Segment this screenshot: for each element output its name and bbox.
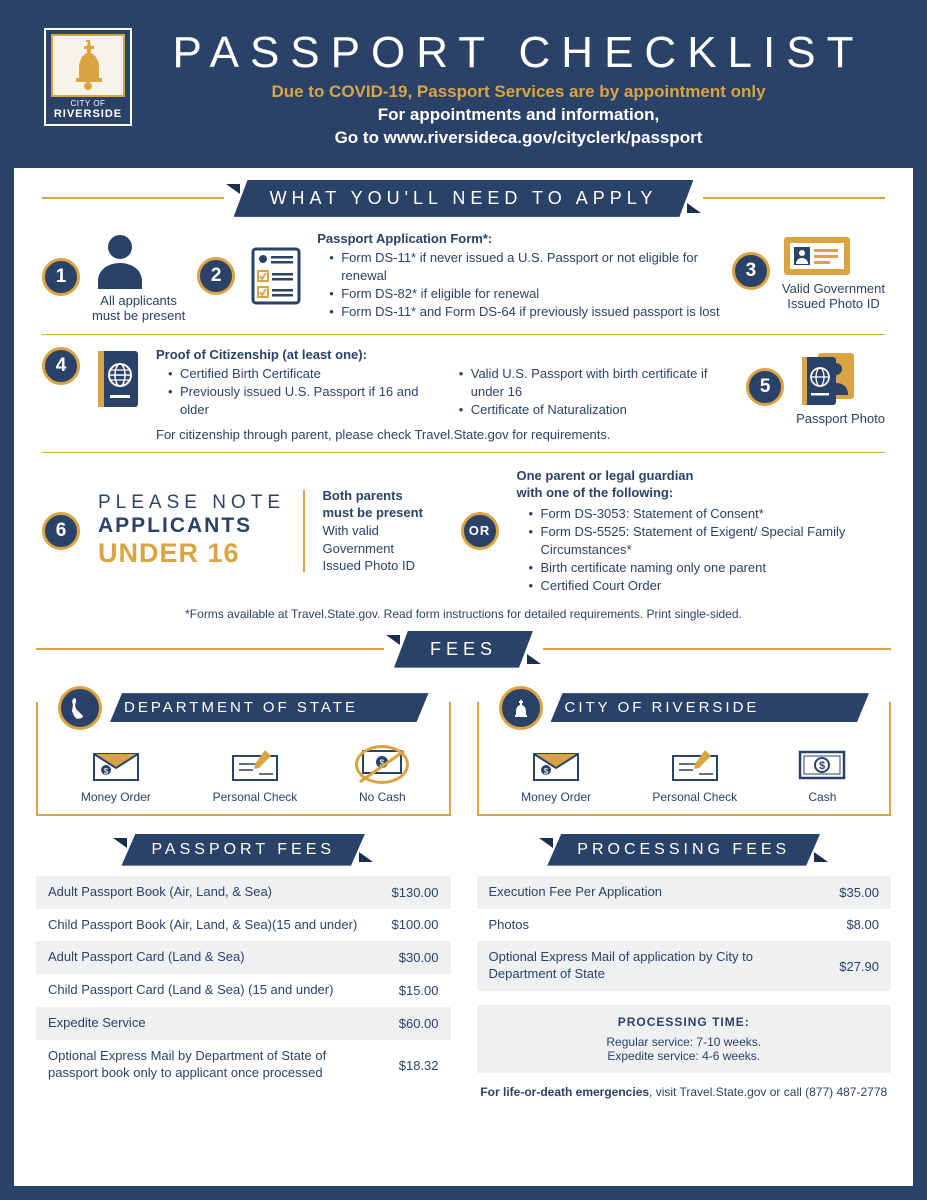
dept-of-state-column: DEPARTMENT OF STATE $ Money Order Persona… <box>36 668 451 1101</box>
subtitle-covid: Due to COVID-19, Passport Services are b… <box>154 82 883 102</box>
subtitle-info: For appointments and information,Go to w… <box>154 104 883 150</box>
passport-icon <box>94 347 142 411</box>
passport-photo-icon <box>796 347 860 411</box>
footnote: For citizenship through parent, please c… <box>156 427 732 442</box>
please-note-block: PLEASE NOTE APPLICANTS UNDER 16 <box>98 492 285 569</box>
svg-text:$: $ <box>104 767 109 776</box>
pay-label: Personal Check <box>652 790 737 804</box>
logo-text: CITY OFRIVERSIDE <box>54 99 122 120</box>
both-parents-text: Both parentsmust be presentWith validGov… <box>323 487 443 575</box>
check-icon <box>652 744 737 786</box>
svg-text:$: $ <box>544 767 549 776</box>
section-banner: WHAT YOU'LL NEED TO APPLY <box>234 180 694 217</box>
id-card-icon <box>782 231 852 281</box>
city-logo: CITY OFRIVERSIDE <box>44 28 132 126</box>
processing-fees-table: Execution Fee Per Application$35.00 Phot… <box>477 876 892 992</box>
step-number: 3 <box>732 252 770 290</box>
processing-fees-banner: PROCESSING FEES <box>547 834 820 866</box>
emergency-note: For life-or-death emergencies, visit Tra… <box>477 1085 892 1101</box>
need-to-apply-section: WHAT YOU'LL NEED TO APPLY 1 All applican… <box>14 168 913 631</box>
pay-label: Cash <box>798 790 846 804</box>
forms-footnote: *Forms available at Travel.State.gov. Re… <box>42 601 885 625</box>
fee-box-title: CITY OF RIVERSIDE <box>551 693 870 722</box>
cash-icon: $ <box>798 744 846 786</box>
step-number: 4 <box>42 347 80 385</box>
money-order-icon: $ <box>521 744 591 786</box>
bullet-list: Certified Birth CertificatePreviously is… <box>156 365 423 419</box>
pay-label: No Cash <box>359 790 406 804</box>
bullet-list: Form DS-11* if never issued a U.S. Passp… <box>317 249 720 321</box>
rule <box>703 197 885 199</box>
rule <box>42 197 224 199</box>
pay-label: Personal Check <box>213 790 298 804</box>
header: CITY OFRIVERSIDE PASSPORT CHECKLIST Due … <box>14 14 913 168</box>
processing-time-box: PROCESSING TIME: Regular service: 7-10 w… <box>477 1005 892 1073</box>
step-title: Proof of Citizenship (at least one): <box>156 347 732 362</box>
bell-icon <box>51 34 125 97</box>
pay-label: Money Order <box>81 790 151 804</box>
bullet-list: Valid U.S. Passport with birth certifica… <box>447 365 732 419</box>
california-icon <box>58 686 102 730</box>
bell-small-icon <box>499 686 543 730</box>
step-number: 1 <box>42 258 80 296</box>
fees-section: FEES DEPARTMENT OF STATE $ Money Order Pe… <box>14 631 913 1117</box>
step-title: Passport Application Form*: <box>317 231 720 246</box>
one-parent-title: One parent or legal guardianwith one of … <box>517 468 694 501</box>
check-icon <box>213 744 298 786</box>
passport-fees-table: Adult Passport Book (Air, Land, & Sea)$1… <box>36 876 451 1090</box>
person-icon <box>92 231 148 293</box>
step-number: 6 <box>42 512 80 550</box>
step-caption: Valid GovernmentIssued Photo ID <box>782 281 885 312</box>
form-icon <box>247 245 305 307</box>
city-of-riverside-column: CITY OF RIVERSIDE $ Money Order Personal … <box>477 668 892 1101</box>
page-title: PASSPORT CHECKLIST <box>154 28 883 78</box>
step-number: 2 <box>197 257 235 295</box>
page: CITY OFRIVERSIDE PASSPORT CHECKLIST Due … <box>12 12 915 1188</box>
pay-label: Money Order <box>521 790 591 804</box>
svg-text:$: $ <box>380 758 385 768</box>
svg-text:$: $ <box>819 760 825 772</box>
no-cash-icon: $ <box>359 744 406 786</box>
or-badge: OR <box>461 512 499 550</box>
passport-fees-banner: PASSPORT FEES <box>121 834 365 866</box>
bullet-list: Form DS-3053: Statement of Consent* Form… <box>517 505 886 595</box>
money-order-icon: $ <box>81 744 151 786</box>
step-caption: All applicantsmust be present <box>92 293 185 324</box>
step-number: 5 <box>746 368 784 406</box>
step-caption: Passport Photo <box>796 411 885 427</box>
fees-banner: FEES <box>394 631 533 668</box>
fee-box-title: DEPARTMENT OF STATE <box>110 693 429 722</box>
